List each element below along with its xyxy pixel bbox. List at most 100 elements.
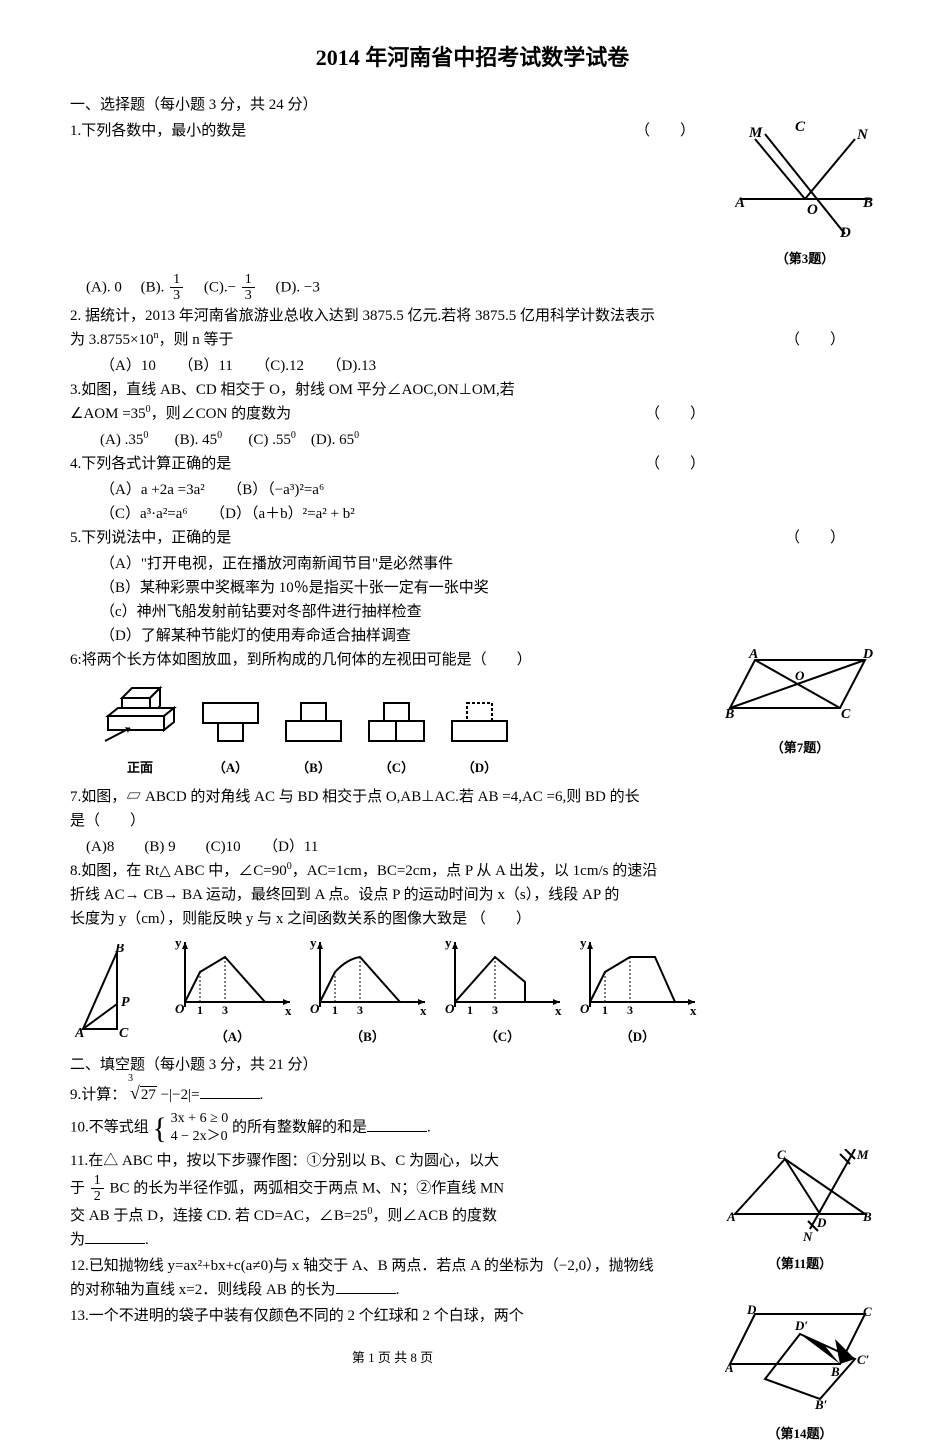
svg-text:C: C <box>119 1026 129 1039</box>
q3-paren: （ ） <box>645 402 705 426</box>
svg-text:x: x <box>555 1003 562 1017</box>
q8-opt-b: y x O 1 3 （B） <box>305 937 430 1048</box>
section-2-header: 二、填空题（每小题 3 分，共 21 分） <box>70 1053 875 1077</box>
svg-text:B: B <box>114 944 124 956</box>
q1-opt-d: (D). −3 <box>276 279 320 295</box>
q8-triangle: A B C P <box>75 944 160 1047</box>
svg-text:O: O <box>445 1001 455 1016</box>
question-13: 13.一个不进明的袋子中装有仅颜色不同的 2 个红球和 2 个白球，两个 <box>70 1304 875 1328</box>
figure-q7-caption: （第7题） <box>725 738 875 759</box>
svg-text:A: A <box>75 1026 84 1039</box>
svg-text:x: x <box>285 1003 292 1017</box>
question-12: 12.已知抛物线 y=ax²+bx+c(a≠0)与 x 轴交于 A、B 两点．若… <box>70 1254 875 1302</box>
svg-text:C′: C′ <box>857 1352 870 1367</box>
q1-paren: （ ） <box>635 119 695 143</box>
q7-line1: 7.如图，▱ ABCD 的对角线 AC 与 BD 相交于点 O,AB⊥AC.若 … <box>70 789 640 805</box>
q1-opt-b-pre: (B). <box>141 279 165 295</box>
q8-opt-c: y x O 1 3 （C） <box>440 937 565 1048</box>
page-title: 2014 年河南省中招考试数学试卷 <box>70 40 875 75</box>
svg-text:y: y <box>580 937 587 950</box>
svg-text:1: 1 <box>332 1003 338 1017</box>
question-5: 5.下列说法中，正确的是 （ ） <box>70 526 875 550</box>
svg-text:1: 1 <box>602 1003 608 1017</box>
q10-blank <box>367 1116 427 1132</box>
q2-paren: （ ） <box>785 328 845 352</box>
q6-iso: 正面 <box>100 678 180 779</box>
q3-line2-post: ，则∠CON 的度数为 <box>151 406 291 422</box>
svg-text:O: O <box>175 1001 185 1016</box>
q12-blank <box>336 1278 396 1294</box>
section-1-header: 一、选择题（每小题 3 分，共 24 分） <box>70 93 875 117</box>
q1-options: (A). 0 (B). 13 (C).− 13 (D). −3 <box>70 272 875 304</box>
q2-options: （A）10 （B）11 （C).12 （D).13 <box>70 354 875 378</box>
brace-icon: { <box>153 1115 167 1142</box>
svg-text:y: y <box>445 937 452 950</box>
q5-a: （A）"打开电视，正在播放河南新闻节目"是必然事件 <box>70 552 875 576</box>
q9-blank <box>200 1083 260 1099</box>
question-9: 9.计算： 3 √27 −|−2|=. <box>70 1079 875 1108</box>
question-1: 1.下列各数中，最小的数是 （ ） <box>70 119 875 270</box>
svg-text:y: y <box>175 937 182 950</box>
svg-text:A: A <box>725 1360 734 1375</box>
q3-line2-pre: ∠AOM =35 <box>70 406 146 422</box>
svg-text:3: 3 <box>627 1003 633 1017</box>
figure-q14-caption: （第14题） <box>725 1424 875 1445</box>
q1-text: 1.下列各数中，最小的数是 <box>70 123 246 139</box>
svg-text:3: 3 <box>357 1003 363 1017</box>
svg-text:y: y <box>310 937 317 950</box>
q8-opt-d: y x O 1 3 （D） <box>575 937 700 1048</box>
question-7: 7.如图，▱ ABCD 的对角线 AC 与 BD 相交于点 O,AB⊥AC.若 … <box>70 785 875 833</box>
q6-figures: 正面 （A） （B） （C） （D） <box>100 678 715 779</box>
q6-opt-c: （C） <box>364 698 429 779</box>
svg-text:x: x <box>420 1003 427 1017</box>
svg-text:B: B <box>725 707 734 722</box>
q3-line1: 3.如图，直线 AB、CD 相交于 O，射线 OM 平分∠AOC,ON⊥OM,若 <box>70 382 515 398</box>
svg-text:1: 1 <box>197 1003 203 1017</box>
svg-text:3: 3 <box>222 1003 228 1017</box>
q11-blank <box>85 1228 145 1244</box>
question-2: 2. 据统计，2013 年河南省旅游业总收入达到 3875.5 亿元.若将 38… <box>70 304 875 352</box>
svg-text:1: 1 <box>467 1003 473 1017</box>
q1-frac-b: 13 <box>170 272 183 304</box>
svg-text:C: C <box>841 707 851 722</box>
q8-opt-a: y x O 1 3 （A） <box>170 937 295 1048</box>
question-11: 11.在△ ABC 中，按以下步骤作图：①分别以 B、C 为圆心，以大 于 12… <box>70 1149 875 1253</box>
q4-line-b: （C）a³·a²=a⁶ （D）（a＋b）²=a² + b² <box>70 502 875 526</box>
q4-text: 4.下列各式计算正确的是 <box>70 456 231 472</box>
q4-line-a: （A）a +2a =3a² （B）（−a³)²=a⁶ <box>70 478 875 502</box>
question-6: 6:将两个长方体如图放皿，到所构成的几何体的左视田可能是（ ） <box>70 648 875 672</box>
q7-options: (A)8 (B) 9 (C)10 （D）11 <box>70 835 875 859</box>
q1-opt-a: (A). 0 <box>86 279 122 295</box>
q7-line2: 是（ ） <box>70 813 145 829</box>
q4-paren: （ ） <box>645 452 705 476</box>
q2-line1: 2. 据统计，2013 年河南省旅游业总收入达到 3875.5 亿元.若将 38… <box>70 308 655 324</box>
q3-options: (A) .350 (B). 450 (C) .550 (D). 650 <box>70 428 875 452</box>
q6-front-label: 正面 <box>100 758 180 779</box>
q8-l1-pre: 8.如图，在 Rt△ ABC 中，∠C=90 <box>70 863 287 879</box>
q1-frac-c: 13 <box>242 272 255 304</box>
q5-paren: （ ） <box>785 526 845 550</box>
q6-opt-a: （A） <box>198 698 263 779</box>
svg-text:x: x <box>690 1003 697 1017</box>
svg-text:B′: B′ <box>814 1397 828 1412</box>
svg-text:B: B <box>830 1364 840 1379</box>
q5-text: 5.下列说法中，正确的是 <box>70 530 231 546</box>
question-3: 3.如图，直线 AB、CD 相交于 O，射线 OM 平分∠AOC,ON⊥OM,若… <box>70 378 875 426</box>
q5-b: （B）某种彩票中奖概率为 10％是指买十张一定有一张中奖 <box>70 576 875 600</box>
q2-line2-post: ，则 n 等于 <box>158 332 233 348</box>
q8-l3: 长度为 y（cm），则能反映 y 与 x 之间函数关系的图像大致是 （ ） <box>70 911 531 927</box>
svg-text:O: O <box>310 1001 320 1016</box>
q8-figures: A B C P y x O 1 3 （A） y x O <box>75 937 875 1048</box>
q2-line2-pre: 为 3.8755×10 <box>70 332 153 348</box>
q5-d: （D）了解某种节能灯的使用寿命适合抽样调查 <box>70 624 875 648</box>
question-4: 4.下列各式计算正确的是 （ ） <box>70 452 875 476</box>
svg-text:P: P <box>121 995 130 1010</box>
q6-opt-d: （D） <box>447 698 512 779</box>
svg-text:3: 3 <box>492 1003 498 1017</box>
q8-l2: 折线 AC→ CB→ BA 运动，最终回到 A 点。设点 P 的运动时间为 x（… <box>70 887 619 903</box>
q1-opt-c-pre: (C).− <box>204 279 236 295</box>
svg-text:O: O <box>580 1001 590 1016</box>
question-8: 8.如图，在 Rt△ ABC 中，∠C=900，AC=1cm，BC=2cm，点 … <box>70 859 875 931</box>
q6-opt-b: （B） <box>281 698 346 779</box>
q5-c: （c）神州飞船发射前钻要对冬部件进行抽样检查 <box>70 600 875 624</box>
